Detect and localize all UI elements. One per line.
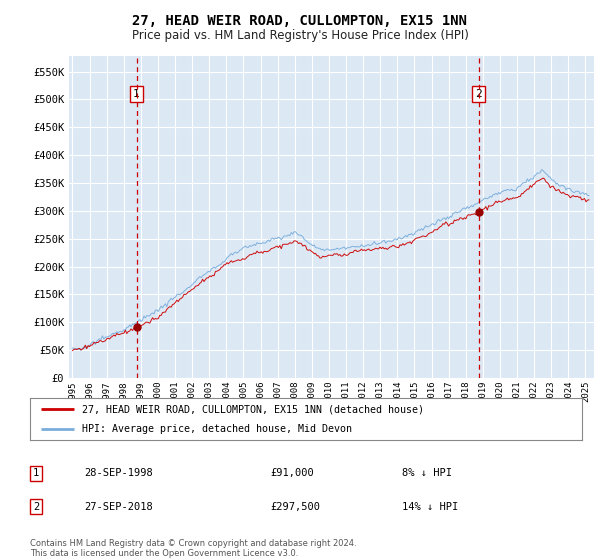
Text: 2: 2	[33, 502, 39, 512]
Text: 1: 1	[33, 468, 39, 478]
Text: Price paid vs. HM Land Registry's House Price Index (HPI): Price paid vs. HM Land Registry's House …	[131, 29, 469, 42]
Text: £91,000: £91,000	[270, 468, 314, 478]
Text: 27, HEAD WEIR ROAD, CULLOMPTON, EX15 1NN: 27, HEAD WEIR ROAD, CULLOMPTON, EX15 1NN	[133, 14, 467, 28]
Text: HPI: Average price, detached house, Mid Devon: HPI: Average price, detached house, Mid …	[82, 424, 352, 434]
Text: 28-SEP-1998: 28-SEP-1998	[84, 468, 153, 478]
Text: 14% ↓ HPI: 14% ↓ HPI	[402, 502, 458, 512]
Text: 2: 2	[475, 89, 482, 99]
Text: 1: 1	[133, 89, 140, 99]
Text: 27, HEAD WEIR ROAD, CULLOMPTON, EX15 1NN (detached house): 27, HEAD WEIR ROAD, CULLOMPTON, EX15 1NN…	[82, 404, 424, 414]
Text: £297,500: £297,500	[270, 502, 320, 512]
Text: 8% ↓ HPI: 8% ↓ HPI	[402, 468, 452, 478]
Text: 27-SEP-2018: 27-SEP-2018	[84, 502, 153, 512]
Text: Contains HM Land Registry data © Crown copyright and database right 2024.
This d: Contains HM Land Registry data © Crown c…	[30, 539, 356, 558]
